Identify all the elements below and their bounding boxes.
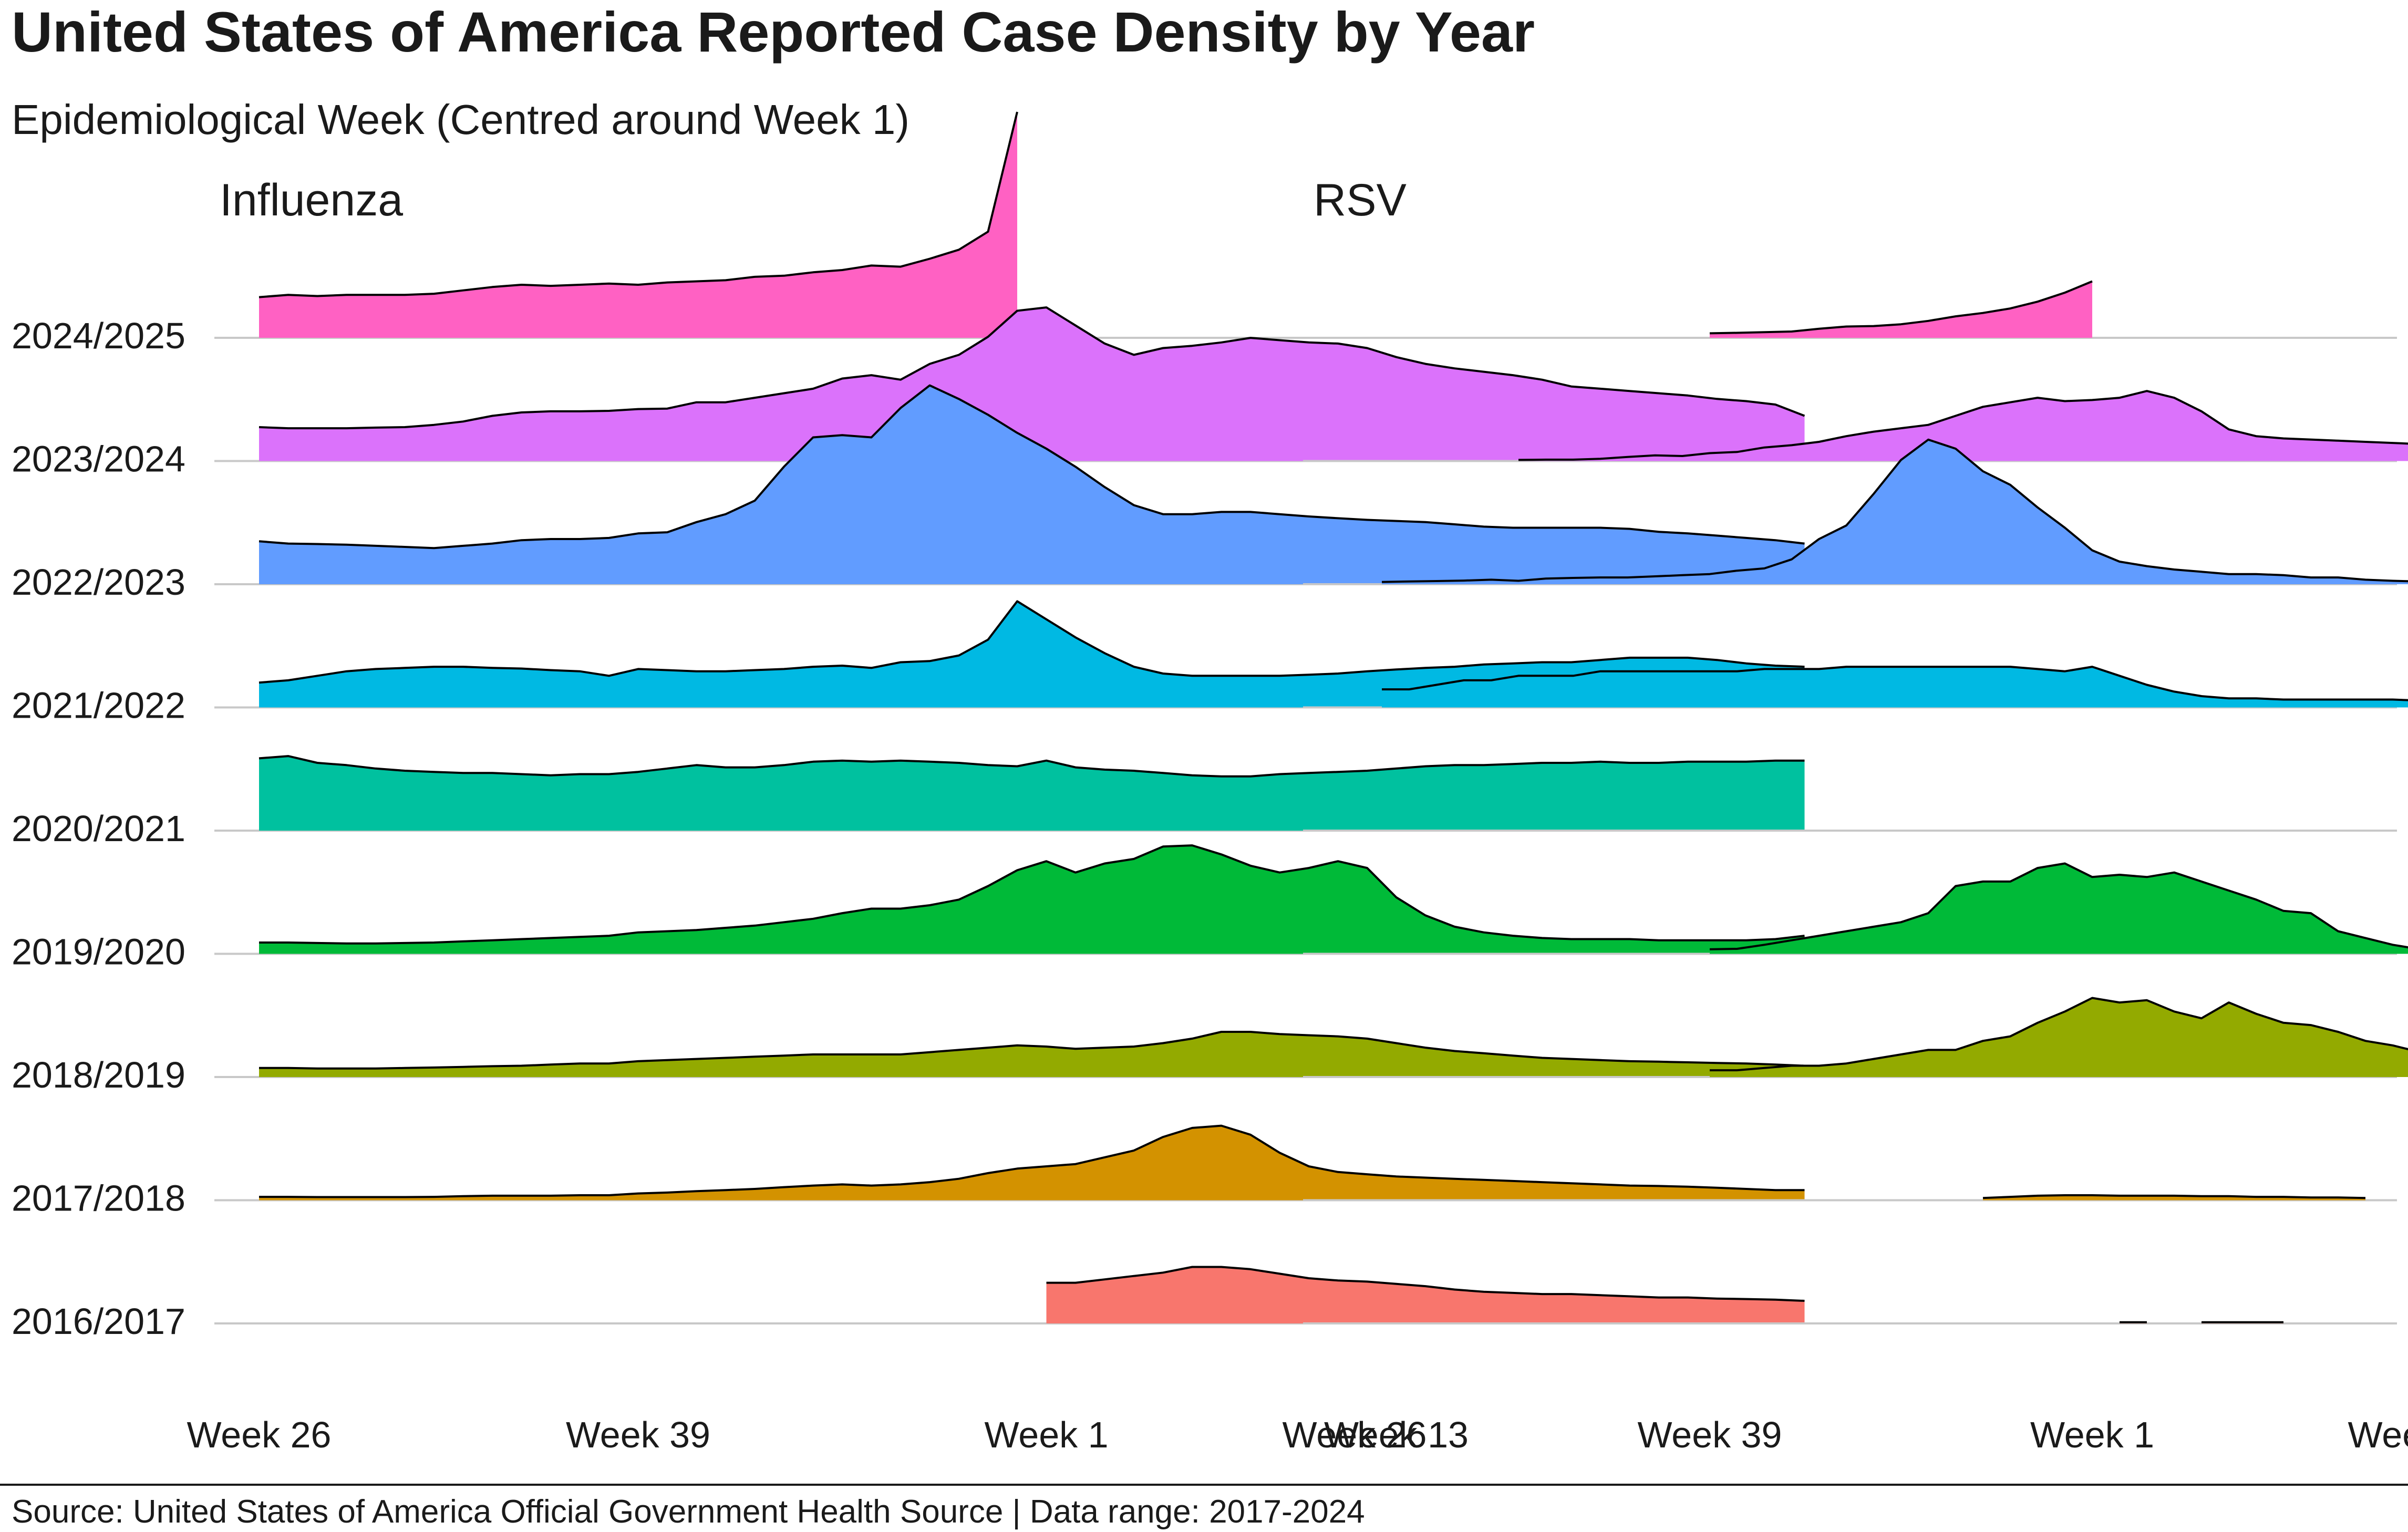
ridge-area-rsv-2017-2018 xyxy=(1983,1195,2365,1200)
ridge-line-rsv-2018-2019 xyxy=(1710,997,2408,1072)
panel-rsv xyxy=(1303,280,2408,1324)
ridge-line-rsv-2017-2018 xyxy=(1982,1194,2366,1199)
ridge-area-influenza-2019-2020 xyxy=(259,845,1805,954)
x-tick-label-influenza-week-13: Week 13 xyxy=(1324,1414,1469,1455)
ridge-area-influenza-2024-2025 xyxy=(259,112,1017,338)
ridge-line-rsv-2023-2024 xyxy=(1518,390,2408,461)
y-label-2018-2019: 2018/2019 xyxy=(12,1054,185,1095)
ridge-line-rsv-2024-2025 xyxy=(1709,280,2093,335)
ridge-line-influenza-2016-2017 xyxy=(1046,1266,1805,1302)
chart-subtitle: Epidemiological Week (Centred around Wee… xyxy=(12,96,910,143)
y-axis-labels: 2024/2025 2023/2024 2022/2023 2021/2022 2020… xyxy=(12,315,185,1342)
ridge-line-influenza-2021-2022 xyxy=(259,600,1805,684)
ridge-line-influenza-2018-2019 xyxy=(259,1031,1805,1070)
panel-title-influenza: Influenza xyxy=(220,175,403,225)
x-tick-label-rsv-week-39: Week 39 xyxy=(1638,1414,1782,1455)
ridge-area-rsv-2022-2023 xyxy=(1382,439,2408,584)
y-label-2023-2024: 2023/2024 xyxy=(12,439,185,480)
ridge-area-rsv-2021-2022 xyxy=(1382,667,2408,708)
ridge-line-influenza-2020-2021 xyxy=(259,755,1805,778)
ridge-line-rsv-2022-2023 xyxy=(1381,438,2408,583)
x-tick-label-influenza-week-26: Week 26 xyxy=(187,1414,332,1455)
ridge-line-rsv-2019-2020 xyxy=(1709,862,2408,950)
ridge-area-rsv-2023-2024 xyxy=(1518,391,2408,461)
ridge-area-rsv-2019-2020 xyxy=(1710,863,2408,954)
y-label-2022-2023: 2022/2023 xyxy=(12,562,185,603)
x-tick-label-influenza-week-1: Week 1 xyxy=(984,1414,1108,1455)
y-label-2016-2017: 2016/2017 xyxy=(12,1301,185,1342)
x-tick-label-influenza-week-39: Week 39 xyxy=(566,1414,710,1455)
ridge-area-influenza-2018-2019 xyxy=(259,1032,1805,1077)
ridge-area-influenza-2020-2021 xyxy=(259,756,1805,831)
ridge-line-influenza-2019-2020 xyxy=(259,844,1805,945)
ridge-area-influenza-2022-2023 xyxy=(259,385,1805,584)
x-tick-label-rsv-week-13: Week 13 xyxy=(2348,1414,2408,1455)
ridge-area-influenza-2021-2022 xyxy=(259,601,1805,708)
y-label-2019-2020: 2019/2020 xyxy=(12,931,185,972)
chart-caption: Source: United States of America Officia… xyxy=(12,1494,1365,1530)
y-label-2024-2025: 2024/2025 xyxy=(12,315,185,356)
y-label-2020-2021: 2020/2021 xyxy=(12,808,185,849)
ridge-line-influenza-2024-2025 xyxy=(259,111,1018,298)
chart-title: United States of America Reported Case D… xyxy=(12,0,1535,64)
panel-title-rsv: RSV xyxy=(1314,175,1407,225)
ridge-area-influenza-2023-2024 xyxy=(259,307,1805,461)
y-label-2017-2018: 2017/2018 xyxy=(12,1178,185,1219)
x-tick-label-rsv-week-1: Week 1 xyxy=(2030,1414,2154,1455)
ridge-area-influenza-2017-2018 xyxy=(259,1125,1805,1200)
x-tick-label-rsv-week-26: Week 26 xyxy=(1283,1414,1427,1455)
ridge-area-influenza-2016-2017 xyxy=(1046,1267,1805,1323)
ridge-line-influenza-2023-2024 xyxy=(259,306,1805,430)
ridge-line-influenza-2017-2018 xyxy=(259,1124,1805,1198)
ridge-line-influenza-2022-2023 xyxy=(259,384,1805,550)
panel-influenza xyxy=(214,111,1805,1324)
ridge-line-rsv-2021-2022 xyxy=(1382,666,2408,701)
y-label-2021-2022: 2021/2022 xyxy=(12,685,185,726)
ridge-area-rsv-2024-2025 xyxy=(1710,281,2092,338)
